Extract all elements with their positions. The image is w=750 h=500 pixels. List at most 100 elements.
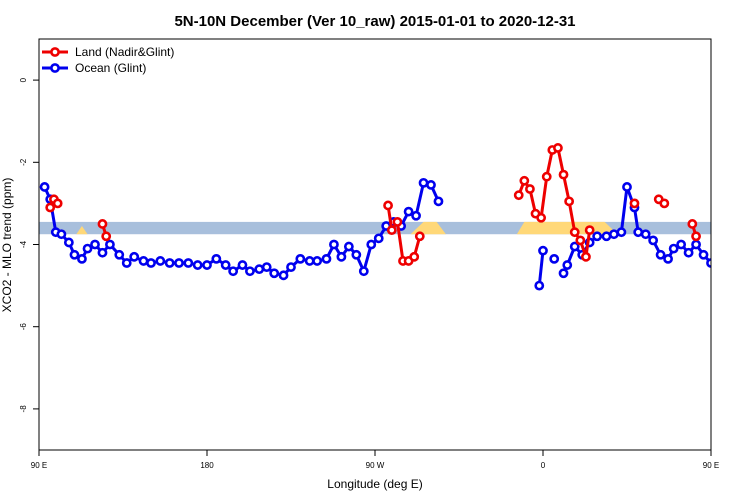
data-point bbox=[228, 266, 239, 277]
legend-item: Ocean (Glint) bbox=[42, 61, 146, 75]
data-point bbox=[392, 216, 403, 227]
data-point bbox=[534, 280, 545, 291]
data-point bbox=[648, 235, 659, 246]
y-tick-label: -2 bbox=[19, 158, 28, 166]
legend-label: Land (Nadir&Glint) bbox=[75, 45, 174, 59]
data-point bbox=[558, 268, 569, 279]
data-point bbox=[52, 198, 63, 209]
x-axis: 90 E 180 90 W 0 90 E bbox=[31, 450, 719, 470]
data-point bbox=[418, 177, 429, 188]
data-point bbox=[343, 241, 354, 252]
data-point bbox=[129, 251, 140, 262]
data-point bbox=[329, 239, 339, 250]
data-point bbox=[633, 227, 644, 238]
data-point bbox=[409, 251, 420, 262]
data-point bbox=[629, 198, 640, 209]
data-point bbox=[698, 249, 709, 260]
data-point bbox=[519, 175, 530, 186]
data-point bbox=[386, 225, 397, 236]
data-point bbox=[513, 190, 524, 201]
data-point bbox=[261, 262, 272, 272]
data-point bbox=[321, 253, 332, 264]
data-point bbox=[564, 196, 575, 207]
data-point bbox=[304, 256, 315, 266]
y-tick-label: -6 bbox=[19, 323, 28, 331]
data-point bbox=[569, 227, 580, 238]
data-point bbox=[97, 219, 108, 229]
data-point bbox=[220, 260, 231, 270]
data-point bbox=[237, 260, 248, 270]
data-point bbox=[663, 253, 673, 264]
data-point bbox=[286, 262, 296, 272]
x-tick-label: 0 bbox=[541, 461, 546, 470]
data-point bbox=[114, 249, 125, 260]
data-point bbox=[269, 268, 280, 279]
highlight-band bbox=[76, 226, 88, 235]
data-point bbox=[174, 258, 184, 268]
data-point bbox=[245, 266, 255, 277]
data-point bbox=[366, 239, 377, 250]
data-point bbox=[433, 196, 444, 207]
data-point bbox=[69, 249, 80, 260]
data-point bbox=[155, 256, 166, 266]
data-point bbox=[575, 235, 586, 246]
x-tick-label: 90 E bbox=[703, 461, 719, 470]
chart-title: 5N-10N December (Ver 10_raw) 2015-01-01 … bbox=[174, 13, 575, 30]
data-point bbox=[706, 258, 711, 268]
series-line bbox=[537, 250, 545, 286]
y-tick-label: -4 bbox=[19, 240, 28, 248]
legend: Land (Nadir&Glint) Ocean (Glint) bbox=[42, 45, 174, 75]
data-point bbox=[192, 260, 203, 270]
data-point bbox=[581, 251, 591, 262]
data-point bbox=[336, 251, 347, 262]
data-point bbox=[183, 258, 194, 268]
data-point bbox=[525, 184, 535, 194]
data-point bbox=[403, 206, 414, 217]
series-land bbox=[45, 143, 701, 266]
data-point bbox=[668, 243, 679, 254]
data-point bbox=[715, 253, 722, 260]
data-point bbox=[687, 219, 698, 229]
data-point bbox=[592, 231, 603, 242]
data-point bbox=[97, 247, 108, 258]
legend-label: Ocean (Glint) bbox=[75, 61, 146, 75]
highlight-band bbox=[516, 221, 618, 235]
data-point bbox=[739, 257, 746, 264]
data-point bbox=[691, 239, 701, 250]
data-point bbox=[56, 229, 67, 240]
data-point bbox=[622, 182, 632, 192]
data-point bbox=[45, 202, 56, 213]
data-point bbox=[553, 143, 563, 153]
legend-marker bbox=[50, 47, 60, 57]
data-point bbox=[82, 243, 93, 254]
data-point bbox=[732, 259, 739, 266]
data-point bbox=[691, 231, 701, 242]
data-point bbox=[164, 258, 175, 268]
legend-item: Land (Nadir&Glint) bbox=[42, 45, 174, 59]
y-axis-label: XCO2 - MLO trend (ppm) bbox=[0, 178, 14, 313]
legend-marker bbox=[50, 63, 60, 73]
data-point bbox=[414, 231, 425, 242]
data-point bbox=[655, 249, 666, 260]
data-point bbox=[77, 253, 87, 264]
data-point bbox=[601, 231, 612, 242]
data-point bbox=[254, 264, 265, 275]
data-point bbox=[146, 258, 156, 268]
data-point bbox=[683, 247, 694, 258]
plot-area bbox=[39, 143, 750, 291]
data-point bbox=[312, 256, 323, 266]
data-point bbox=[101, 231, 112, 242]
data-point bbox=[747, 259, 750, 266]
data-point bbox=[105, 239, 115, 250]
data-point bbox=[676, 239, 687, 250]
y-tick-label: 0 bbox=[19, 77, 28, 82]
data-point bbox=[90, 239, 100, 250]
data-point bbox=[121, 258, 132, 268]
data-point bbox=[640, 229, 651, 240]
data-point bbox=[383, 200, 393, 211]
data-point bbox=[609, 229, 619, 240]
data-point bbox=[63, 237, 74, 248]
data-point bbox=[426, 180, 436, 190]
data-point bbox=[202, 260, 212, 270]
data-point bbox=[659, 198, 670, 209]
